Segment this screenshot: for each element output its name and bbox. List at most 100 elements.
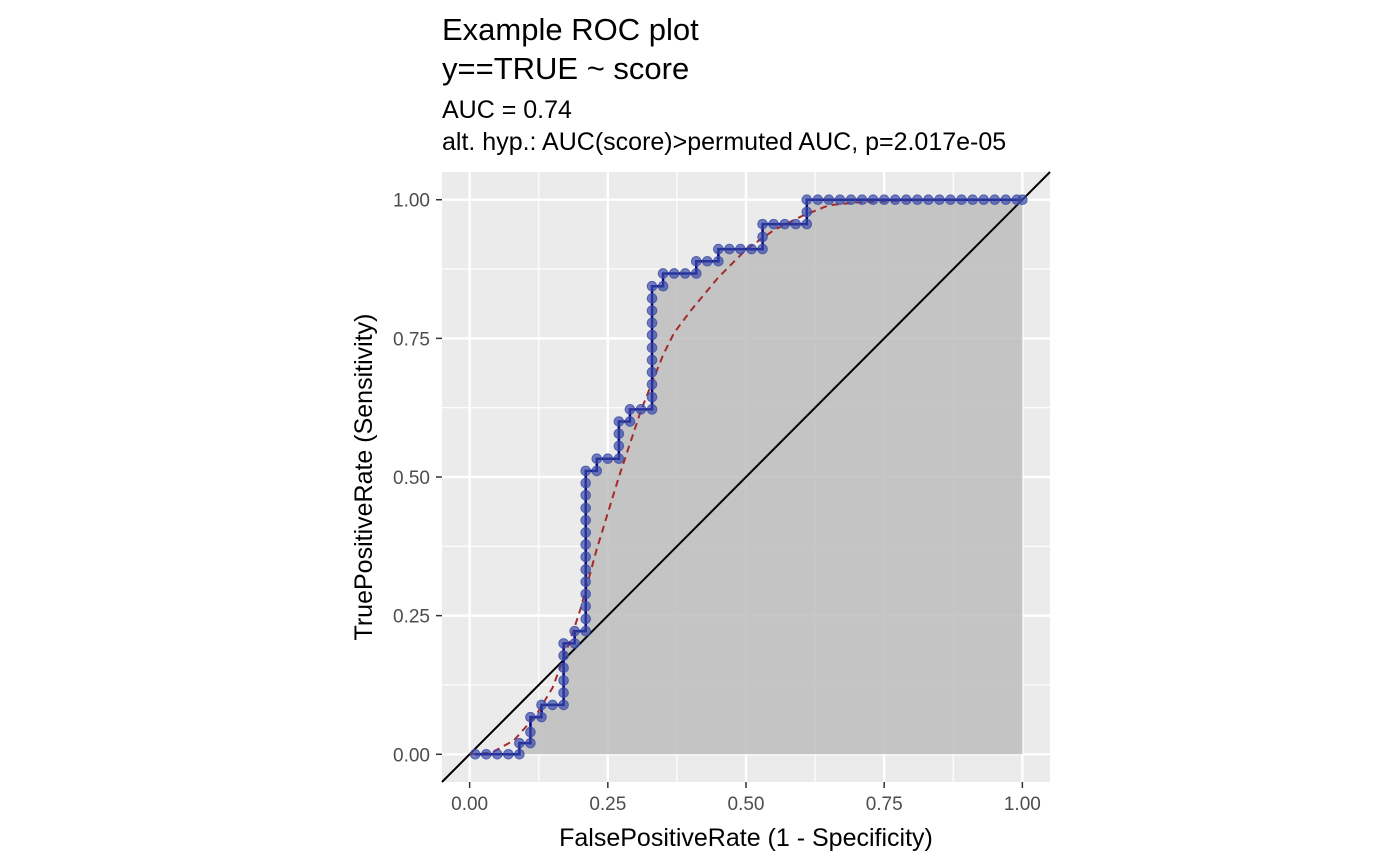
roc-point bbox=[967, 194, 978, 206]
roc-point bbox=[525, 737, 536, 749]
y-tick-label: 1.00 bbox=[393, 191, 430, 212]
roc-point bbox=[624, 404, 636, 415]
roc-point bbox=[989, 194, 1001, 206]
roc-point bbox=[580, 465, 592, 477]
roc-point bbox=[558, 699, 569, 711]
roc-point bbox=[503, 748, 514, 760]
roc-point bbox=[867, 194, 879, 206]
x-axis-label: FalsePositiveRate (1 - Specificity) bbox=[559, 824, 933, 852]
roc-point bbox=[978, 194, 989, 206]
roc-point bbox=[900, 194, 912, 206]
roc-point bbox=[646, 280, 658, 292]
roc-point bbox=[480, 748, 492, 760]
roc-point bbox=[525, 726, 536, 738]
roc-point bbox=[757, 231, 768, 243]
x-tick-label: 1.00 bbox=[1004, 794, 1041, 815]
roc-point bbox=[569, 625, 580, 637]
roc-point bbox=[558, 662, 569, 674]
roc-point bbox=[668, 268, 680, 279]
roc-point bbox=[923, 194, 934, 206]
roc-point bbox=[580, 613, 592, 625]
y-axis-label: TruePositiveRate (Sensitivity) bbox=[350, 314, 378, 641]
roc-point bbox=[580, 551, 592, 563]
roc-point bbox=[536, 711, 547, 723]
roc-point bbox=[945, 194, 956, 206]
roc-point bbox=[646, 379, 658, 390]
roc-point bbox=[646, 391, 658, 403]
roc-point bbox=[1017, 194, 1028, 206]
roc-point bbox=[580, 539, 592, 550]
roc-point bbox=[491, 748, 503, 760]
roc-point bbox=[746, 243, 757, 255]
roc-point bbox=[679, 268, 691, 279]
roc-point bbox=[956, 194, 967, 206]
roc-point bbox=[613, 428, 625, 440]
chart-title-line-2: y==TRUE ~ score bbox=[442, 51, 690, 86]
roc-point bbox=[856, 194, 868, 206]
roc-point bbox=[646, 305, 658, 316]
roc-points bbox=[469, 194, 1028, 760]
roc-point bbox=[525, 711, 536, 723]
roc-point bbox=[779, 218, 790, 230]
roc-point bbox=[646, 329, 658, 341]
roc-point bbox=[547, 699, 558, 711]
roc-point bbox=[613, 416, 625, 427]
y-tick-label: 0.75 bbox=[393, 329, 430, 350]
roc-point bbox=[834, 194, 846, 206]
y-tick-label: 0.50 bbox=[393, 468, 430, 489]
roc-point bbox=[558, 675, 569, 686]
chart-subtitle-line-2: alt. hyp.: AUC(score)>permuted AUC, p=2.… bbox=[442, 128, 1007, 156]
roc-point bbox=[580, 477, 592, 489]
roc-point bbox=[735, 243, 746, 255]
roc-point bbox=[536, 699, 547, 711]
roc-point bbox=[624, 416, 636, 427]
roc-point bbox=[580, 514, 592, 526]
y-tick-label: 0.00 bbox=[393, 745, 430, 766]
y-axis-ticks: 0.00 0.25 0.50 0.75 1.00 bbox=[393, 191, 442, 766]
roc-point bbox=[580, 527, 592, 538]
roc-point bbox=[934, 194, 945, 206]
x-axis-ticks: 0.00 0.25 0.50 0.75 1.00 bbox=[451, 782, 1041, 815]
roc-point bbox=[757, 218, 768, 230]
roc-point bbox=[558, 638, 569, 649]
roc-point bbox=[812, 194, 824, 206]
roc-point bbox=[1000, 194, 1012, 206]
roc-point bbox=[823, 194, 835, 206]
roc-point bbox=[646, 366, 658, 378]
roc-point bbox=[912, 194, 923, 206]
roc-point bbox=[713, 243, 724, 255]
roc-point bbox=[768, 218, 779, 230]
roc-point bbox=[635, 404, 647, 415]
roc-point bbox=[646, 354, 658, 366]
roc-point bbox=[580, 564, 592, 575]
roc-point bbox=[613, 440, 625, 452]
roc-point bbox=[757, 243, 768, 255]
roc-point bbox=[801, 218, 813, 230]
roc-point bbox=[845, 194, 857, 206]
roc-point bbox=[889, 194, 901, 206]
roc-point bbox=[801, 194, 813, 206]
roc-point bbox=[580, 600, 592, 612]
roc-point bbox=[580, 625, 592, 637]
roc-point bbox=[713, 255, 724, 267]
roc-point bbox=[580, 502, 592, 514]
roc-point bbox=[690, 255, 702, 267]
roc-point bbox=[514, 748, 525, 760]
chart-title-line-1: Example ROC plot bbox=[442, 12, 699, 47]
chance-diagonal-line bbox=[441, 171, 1051, 783]
roc-point bbox=[790, 218, 802, 230]
roc-point bbox=[558, 687, 569, 699]
x-tick-label: 0.00 bbox=[451, 794, 488, 815]
chart-subtitle-line-1: AUC = 0.74 bbox=[442, 96, 572, 124]
roc-point bbox=[580, 490, 592, 501]
roc-point bbox=[602, 453, 614, 465]
roc-point bbox=[646, 293, 658, 304]
y-tick-label: 0.25 bbox=[393, 607, 430, 628]
x-tick-label: 0.50 bbox=[728, 794, 765, 815]
roc-point bbox=[646, 404, 658, 415]
roc-point bbox=[514, 737, 525, 749]
roc-point bbox=[690, 268, 702, 279]
roc-point bbox=[558, 650, 569, 661]
roc-point bbox=[591, 465, 603, 477]
